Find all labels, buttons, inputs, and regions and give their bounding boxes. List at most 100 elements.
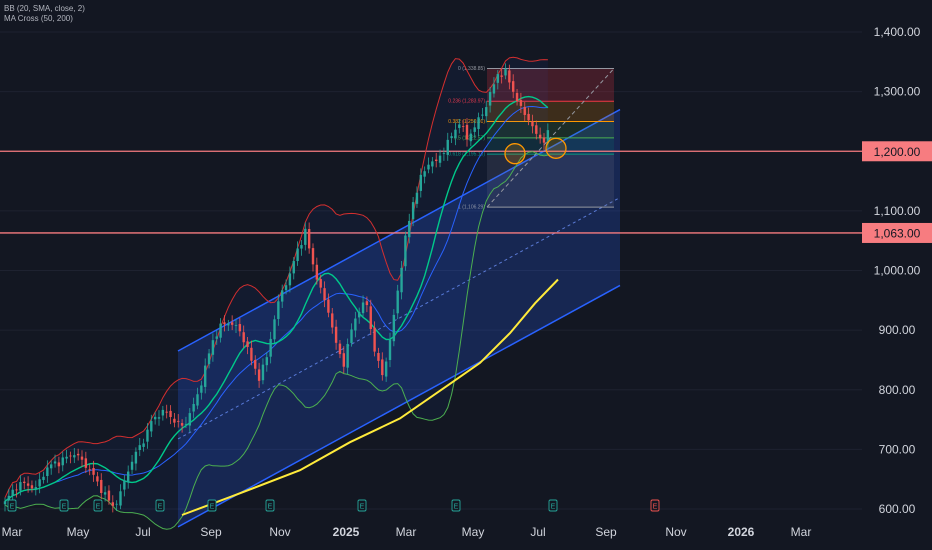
fib-level-label: 0 (1,338.85) [458, 66, 485, 72]
earnings-marker-label: E [158, 504, 163, 511]
earnings-marker[interactable] [207, 499, 217, 512]
candle-body [504, 69, 507, 76]
fib-level-label: 0.5 (1,222.57) [454, 135, 485, 141]
time-axis[interactable]: Mar May Jul Sep Nov 2025 Mar May Jul Sep Nov 2026 Ma… [2, 525, 812, 539]
candle-body [127, 471, 130, 483]
candle-body [103, 492, 107, 495]
candle-body [88, 469, 91, 471]
ma200-line [181, 278, 559, 516]
candle-body [342, 353, 345, 367]
candle-body [177, 420, 180, 422]
earnings-marker[interactable] [265, 499, 275, 512]
time-tick-label: Mar [2, 525, 23, 539]
earnings-marker[interactable] [451, 499, 461, 512]
candle-body [315, 264, 319, 280]
price-level-tag[interactable] [862, 141, 932, 162]
candle-body [284, 285, 288, 291]
candle-body [307, 229, 311, 249]
candle-body [500, 75, 503, 77]
earnings-marker[interactable] [650, 499, 660, 512]
candle-body [184, 423, 188, 425]
price-tick-label: 600.00 [879, 502, 916, 516]
candle-body [300, 245, 303, 249]
highlight-circles[interactable] [504, 137, 567, 165]
time-tick-label: Mar [396, 525, 417, 539]
time-tick-label: Sep [595, 525, 617, 539]
earnings-marker[interactable] [548, 499, 558, 512]
fib-trend-line[interactable] [486, 68, 615, 208]
price-tick-label: 1,100.00 [874, 204, 921, 218]
candle-body [46, 467, 49, 477]
earnings-marker[interactable] [93, 499, 103, 512]
candle-body [346, 343, 349, 368]
candle-body [338, 343, 342, 355]
candle-body [469, 133, 473, 142]
legend-bb[interactable]: BB (20, SMA, close, 2) [4, 4, 85, 13]
earnings-marker[interactable] [7, 499, 17, 512]
candle-body [423, 171, 426, 177]
candle-body [80, 456, 84, 460]
candle-body [50, 464, 53, 469]
candle-body [53, 461, 57, 464]
candle-body [34, 487, 37, 489]
candle-body [211, 340, 215, 355]
time-tick-label: Nov [665, 525, 686, 539]
earnings-marker[interactable] [59, 499, 69, 512]
candle-body [234, 325, 238, 326]
price-level-tag-label: 1,200.00 [874, 145, 921, 159]
earnings-marker[interactable] [155, 499, 165, 512]
candle-body [292, 261, 295, 274]
candle-body [400, 267, 403, 293]
highlight-circle[interactable] [545, 137, 567, 159]
candle-body [204, 365, 207, 387]
channel-lower-line[interactable] [177, 284, 621, 528]
candle-body [296, 248, 299, 262]
candle-body [458, 124, 461, 128]
candle-body [373, 327, 376, 352]
candle-body [200, 385, 203, 393]
candle-body [446, 139, 449, 155]
candle-body [488, 92, 492, 106]
candle-body [354, 318, 357, 331]
candle-body [215, 336, 218, 339]
candle-body [157, 417, 161, 419]
candle-body [142, 443, 145, 447]
earnings-marker-label: E [96, 504, 101, 511]
fib-zone [487, 137, 614, 155]
candle-body [192, 403, 195, 412]
candle-body [281, 290, 284, 302]
horizontal-levels[interactable] [0, 150, 862, 234]
candle-body [492, 84, 496, 94]
price-level-tag[interactable] [862, 222, 932, 243]
candle-body [130, 461, 134, 470]
time-tick-label: May [462, 525, 485, 539]
candle-body [319, 279, 322, 288]
price-axis[interactable]: 1,400.00 1,300.00 1,100.00 1,000.00 900.00 80… [862, 0, 932, 550]
candle-body [30, 485, 34, 489]
indicator-legend: BB (20, SMA, close, 2) MA Cross (50, 200… [4, 4, 85, 24]
candle-body [207, 353, 211, 365]
candle-body [107, 490, 111, 501]
moving-averages [4, 95, 559, 516]
candle-body [365, 301, 369, 306]
earnings-marker-label: E [62, 504, 67, 511]
candle-body [361, 302, 365, 314]
earnings-marker[interactable] [357, 499, 367, 512]
candle-body [173, 418, 176, 423]
candle-body [69, 455, 72, 457]
candle-body [481, 114, 484, 116]
time-tick-label: May [67, 525, 90, 539]
candle-body [15, 489, 18, 491]
candle-body [146, 429, 149, 442]
candle-body [419, 174, 422, 191]
candle-body [327, 299, 330, 313]
candle-body [415, 192, 419, 204]
bb-upper-line [4, 56, 548, 498]
candle-body [392, 314, 396, 342]
legend-ma-cross[interactable]: MA Cross (50, 200) [4, 14, 73, 23]
highlight-circle[interactable] [504, 143, 526, 165]
candle-body [254, 359, 257, 369]
candle-body [161, 409, 165, 416]
